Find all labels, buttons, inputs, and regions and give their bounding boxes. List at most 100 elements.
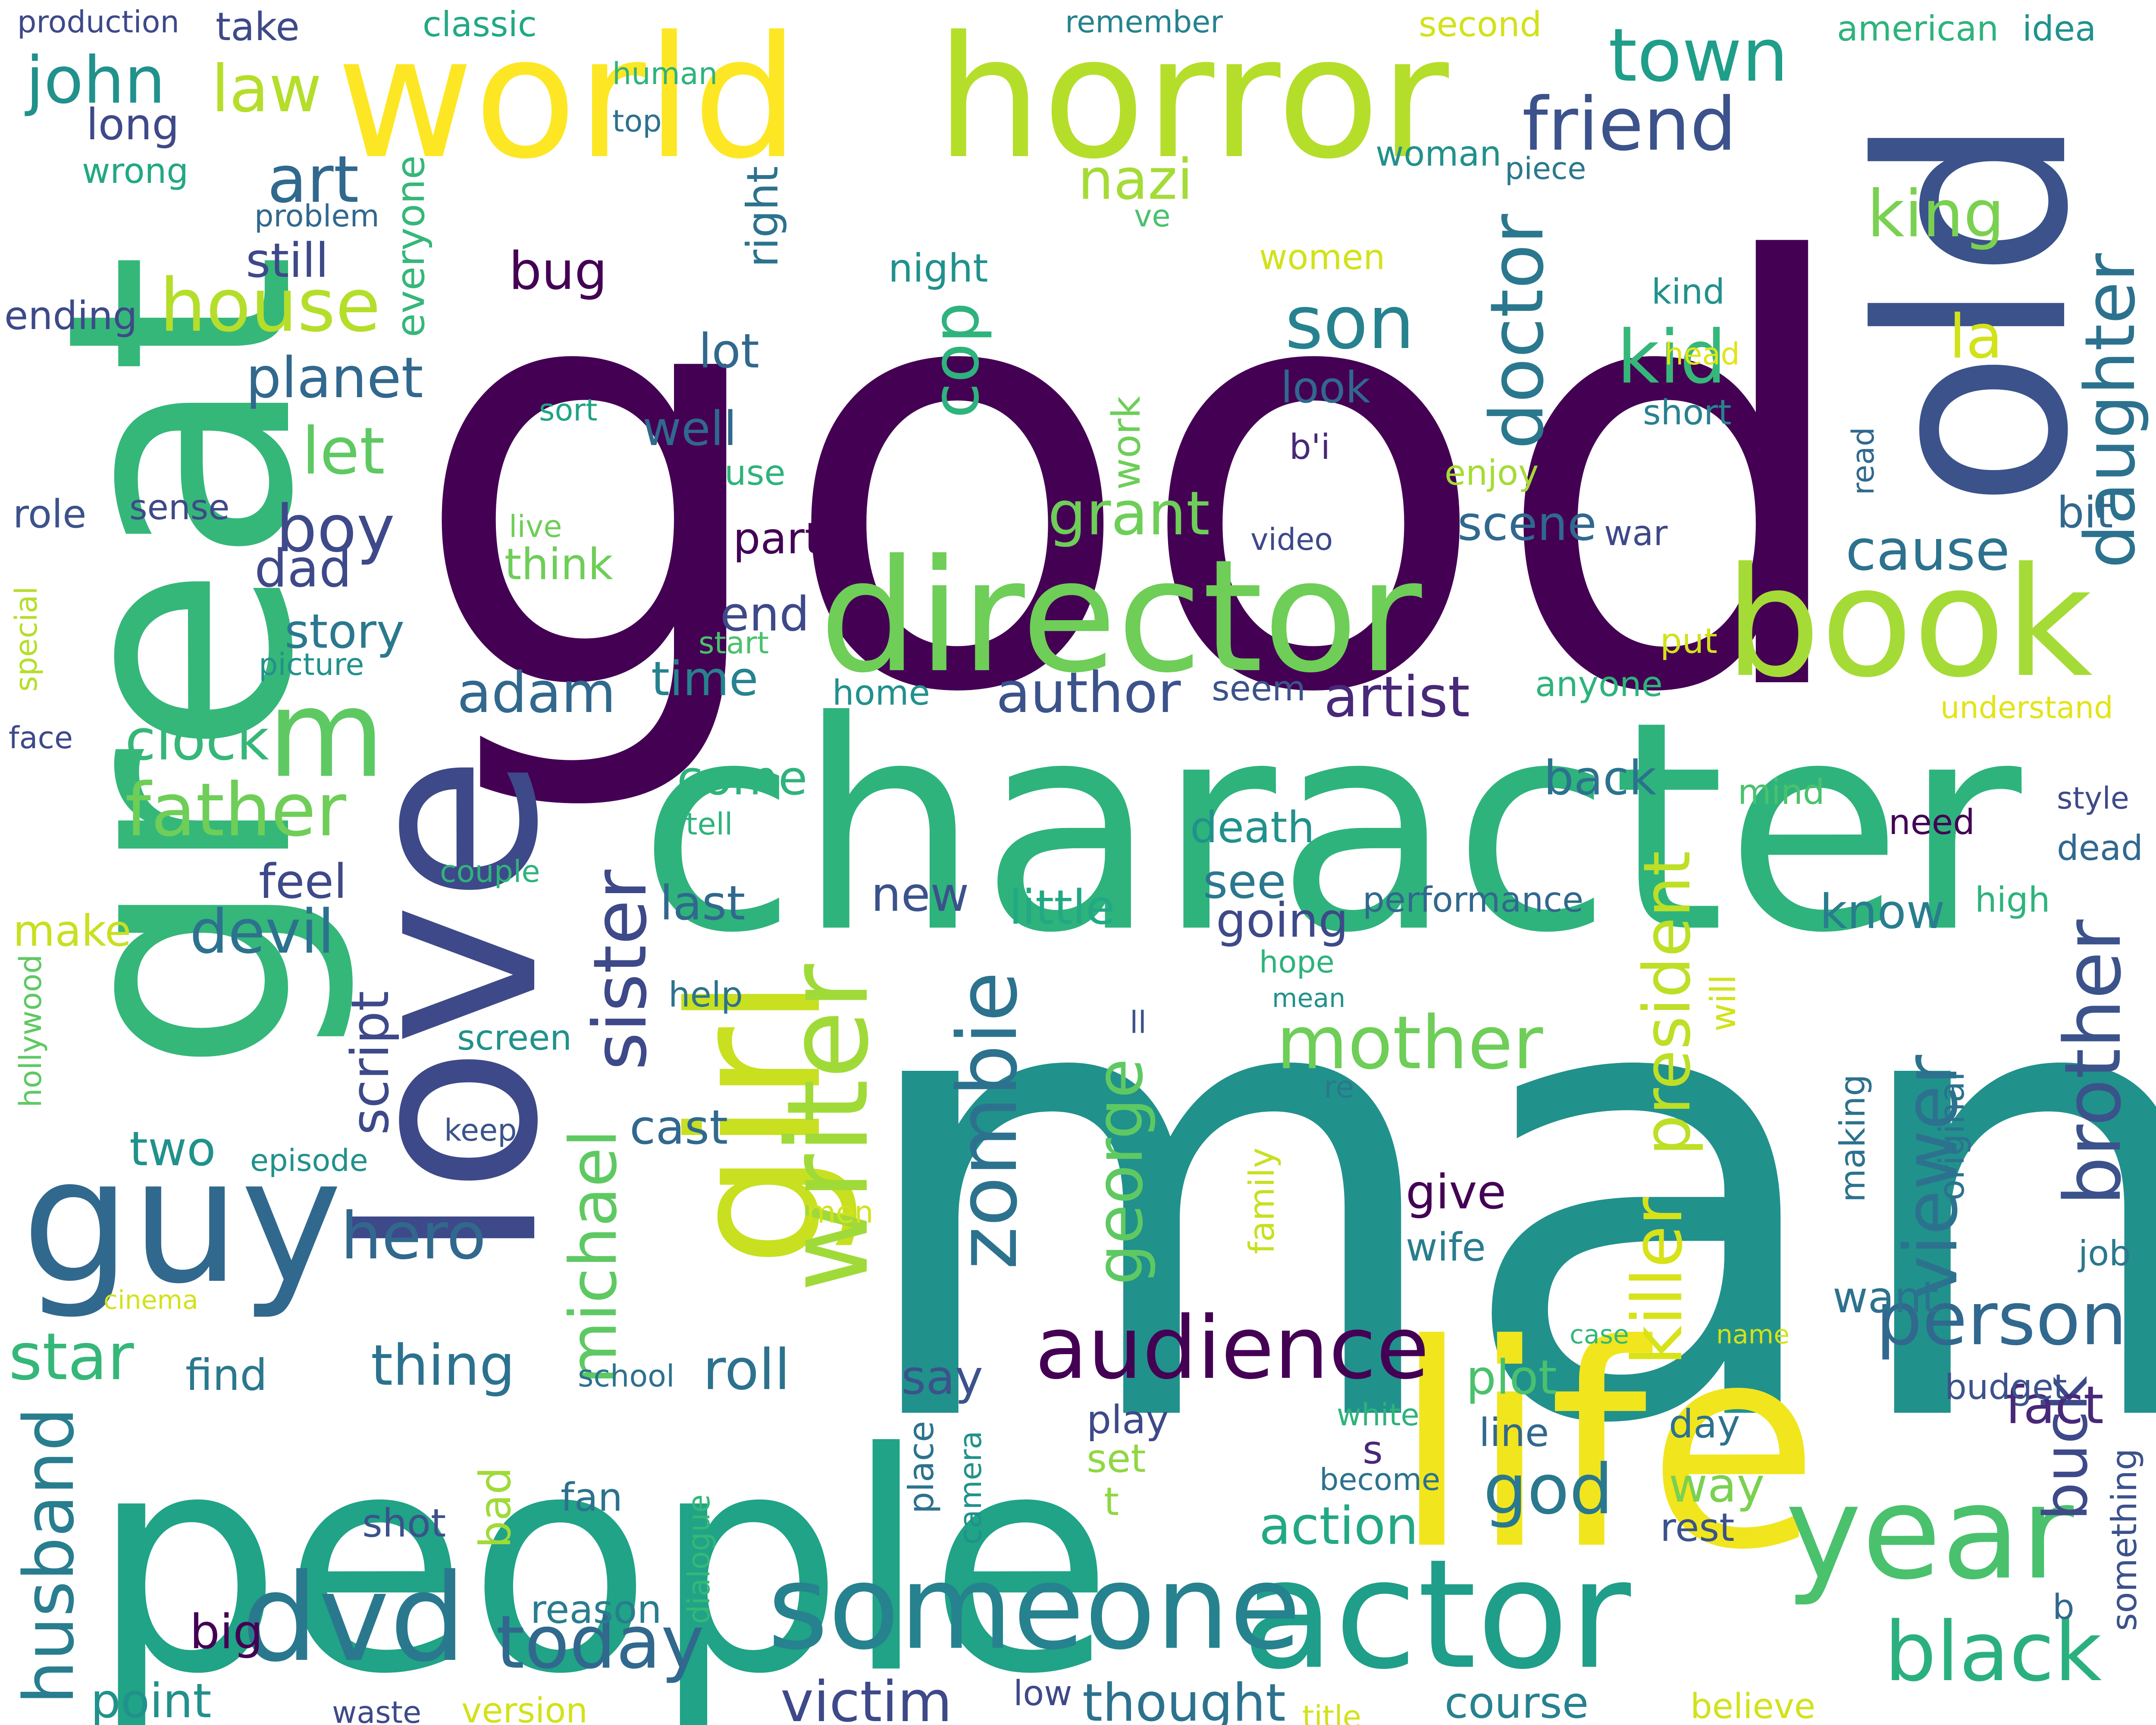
word-head: head [1664,336,1740,372]
word-picture: picture [259,647,364,682]
word-writer: writer [763,963,893,1292]
word-remember: remember [1065,4,1223,40]
word-cast: cast [630,1100,728,1155]
word-family: family [1242,1148,1282,1254]
word-death: death [1190,802,1315,853]
word-classic: classic [423,4,537,44]
word-help: help [668,975,743,1015]
word-still: still [246,233,329,288]
word-cause: cause [1846,518,2010,583]
word-adam: adam [457,660,616,725]
word-year: year [1785,1458,2075,1608]
word-ve: ve [1134,198,1171,234]
word-going: going [1216,893,1348,948]
word-m: m [267,664,385,805]
word-cop: cop [918,302,993,418]
word-old: old [1824,114,2125,509]
word-wrong: wrong [82,151,188,191]
word-people: people [91,1389,1114,1725]
word-piece: piece [1505,151,1586,186]
word-doctor: doctor [1475,214,1560,449]
word-problem: problem [254,198,379,234]
word-wife: wife [1406,1225,1486,1270]
word-horror: horror [936,0,1451,196]
word-original: original [1932,1072,1972,1201]
word-right: right [737,166,788,267]
word-fact: fact [2005,1376,2104,1436]
word-mother: mother [1276,1000,1543,1086]
word-understand: understand [1940,690,2113,725]
word-bug: bug [509,242,607,301]
word-s: s [1363,1427,1383,1473]
word-need: need [1889,802,1975,842]
word-book: book [1725,535,2093,711]
word-love: love [310,755,592,1261]
word-let: let [302,414,385,489]
word-idea: idea [2022,9,2096,49]
word-play: play [1087,1397,1169,1443]
word-title: title [1302,1699,1361,1725]
word-house: house [160,263,381,348]
word-fan: fan [561,1475,623,1520]
word-long: long [86,99,179,150]
word-episode: episode [250,1143,368,1178]
word-making: making [1833,1074,1873,1202]
word-author: author [996,660,1181,725]
word-lot: lot [699,323,759,379]
word-make: make [13,906,132,956]
word-little: little [1009,880,1115,935]
word-someone: someone [768,1540,1301,1675]
word-ll: ll [1130,1005,1147,1040]
word-hero: hero [341,1199,486,1274]
word-tell: tell [686,806,733,842]
word-something: something [2104,1448,2144,1631]
word-great: great [0,253,361,1074]
word-find: find [185,1350,267,1400]
word-scene: scene [1457,496,1597,551]
word-sort: sort [539,392,598,428]
word-version: version [461,1690,588,1725]
word-girl: girl [651,977,862,1267]
word-boy: boy [276,492,395,567]
word-become: become [1319,1462,1440,1497]
word-star: star [9,1320,134,1395]
word-clock: clock [125,707,269,773]
word-daughter: daughter [2070,253,2150,568]
word-president: president [1630,851,1705,1156]
word-son: son [1285,280,1414,366]
word-top: top [612,104,662,139]
word-victim: victim [780,1669,952,1725]
word-high: high [1975,880,2050,920]
word-use: use [724,453,786,493]
word-feel: feel [259,854,347,909]
word-sense: sense [129,487,230,527]
word-low: low [1013,1673,1072,1713]
word-know: know [1820,884,1945,939]
word-day: day [1669,1402,1740,1447]
word-way: way [1669,1458,1764,1513]
word-enjoy: enjoy [1445,453,1539,493]
word-husband: husband [9,1407,89,1704]
word-place: place [901,1421,941,1514]
word-dead: dead [2057,828,2143,868]
word-killer: killer [1617,1197,1698,1365]
word-part: part [733,513,821,564]
word-waste: waste [332,1695,421,1725]
word-action: action [1259,1496,1418,1556]
word-anyone: anyone [1535,664,1663,704]
word-back: back [1544,750,1657,806]
word-point: point [91,1673,212,1725]
word-brother: brother [2048,919,2138,1206]
word-time: time [651,651,758,706]
word-b: b [2053,1587,2075,1627]
word-ending: ending [4,293,138,339]
word-short: short [1643,392,1732,433]
word-budget: budget [1945,1367,2067,1407]
word-say: say [901,1350,983,1405]
word-person: person [1876,1276,2127,1362]
word-work: work [1104,396,1149,490]
word-dialogue: dialogue [681,1494,717,1624]
word-production: production [17,4,179,40]
word-white: white [1337,1397,1420,1433]
